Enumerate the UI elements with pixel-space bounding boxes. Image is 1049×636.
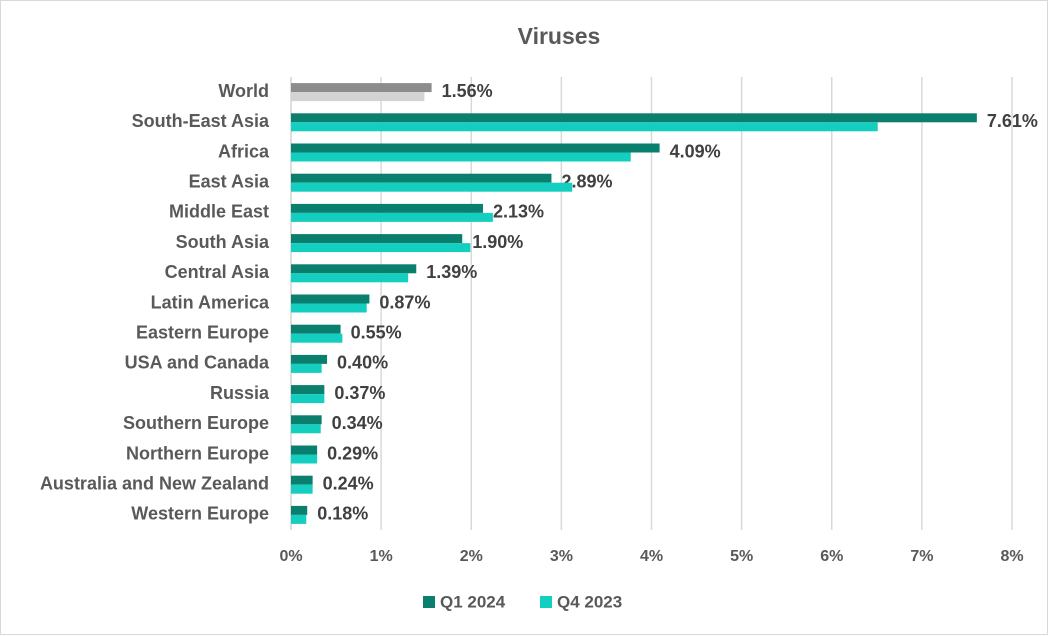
x-tick-label: 7% (910, 548, 933, 565)
data-label: 0.55% (351, 322, 402, 342)
bar (291, 415, 322, 425)
legend-swatch (540, 596, 552, 608)
x-tick-label: 1% (370, 548, 393, 565)
bar (291, 324, 341, 334)
bar (291, 424, 321, 434)
bar (291, 122, 878, 132)
y-tick-label: Western Europe (131, 504, 269, 524)
data-label: 2.89% (561, 171, 612, 191)
data-label: 2.13% (493, 202, 544, 222)
data-label: 1.90% (472, 232, 523, 252)
bar (291, 113, 977, 123)
bar (291, 83, 432, 93)
bar (291, 182, 573, 192)
bar (291, 92, 425, 102)
data-label: 0.87% (379, 292, 430, 312)
data-label: 1.39% (426, 262, 477, 282)
bar (291, 234, 463, 244)
x-tick-label: 5% (730, 548, 753, 565)
bar (291, 303, 367, 313)
x-tick-label: 4% (640, 548, 663, 565)
bar (291, 385, 325, 395)
bar (291, 505, 308, 515)
bar (291, 333, 343, 343)
data-label: 1.56% (442, 81, 493, 101)
x-tick-label: 8% (1000, 548, 1023, 565)
bar (291, 203, 483, 213)
data-label: 0.24% (323, 473, 374, 493)
x-tick-label: 6% (820, 548, 843, 565)
data-label: 0.34% (332, 413, 383, 433)
bar (291, 143, 660, 153)
bar (291, 243, 471, 253)
data-label: 0.37% (334, 383, 385, 403)
y-tick-label: Eastern Europe (136, 322, 269, 342)
bar (291, 354, 328, 364)
data-label: 7.61% (987, 111, 1038, 131)
y-tick-label: South Asia (176, 232, 270, 252)
data-label: 0.40% (337, 353, 388, 373)
chart-title: Viruses (518, 23, 601, 49)
x-tick-label: 0% (279, 548, 302, 565)
y-tick-label: South-East Asia (132, 111, 270, 131)
data-label: 0.29% (327, 443, 378, 463)
y-tick-label: East Asia (189, 171, 270, 191)
data-label: 4.09% (670, 141, 721, 161)
x-tick-label: 3% (550, 548, 573, 565)
bar (291, 264, 417, 274)
bar (291, 294, 370, 304)
y-tick-label: Australia and New Zealand (40, 473, 269, 493)
y-tick-label: Southern Europe (123, 413, 269, 433)
y-tick-label: Middle East (169, 202, 269, 222)
y-tick-label: World (218, 81, 269, 101)
legend-label: Q1 2024 (440, 592, 506, 611)
bar (291, 484, 313, 494)
bar (291, 394, 325, 404)
bar (291, 514, 307, 524)
legend-label: Q4 2023 (557, 592, 622, 611)
bar (291, 273, 409, 283)
y-tick-label: Central Asia (165, 262, 270, 282)
y-tick-label: Africa (218, 141, 270, 161)
y-tick-label: Russia (210, 383, 270, 403)
x-tick-label: 2% (460, 548, 483, 565)
legend-swatch (423, 596, 435, 608)
bar (291, 173, 552, 183)
bar (291, 363, 322, 373)
bar (291, 475, 313, 485)
data-label: 0.18% (317, 504, 368, 524)
bar (291, 445, 318, 455)
bar (291, 212, 493, 222)
y-tick-label: Northern Europe (126, 443, 269, 463)
bar (291, 454, 318, 464)
y-tick-label: USA and Canada (125, 353, 270, 373)
y-tick-label: Latin America (151, 292, 270, 312)
bar (291, 152, 631, 162)
